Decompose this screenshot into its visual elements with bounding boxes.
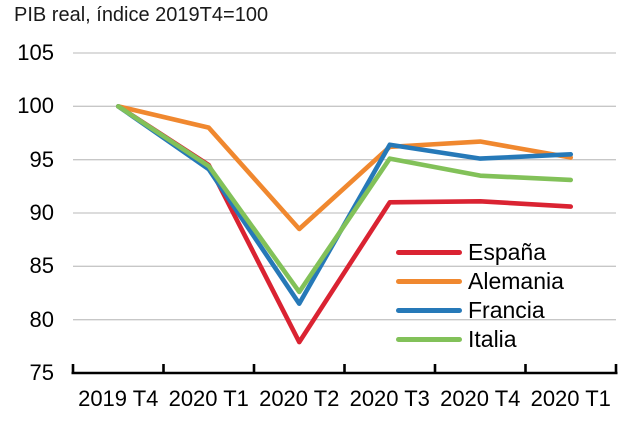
x-axis-label: 2020 T1 bbox=[530, 386, 611, 411]
y-axis-label: 80 bbox=[29, 306, 54, 332]
chart-title: PIB real, índice 2019T4=100 bbox=[14, 4, 269, 26]
legend-label: Italia bbox=[468, 326, 517, 352]
y-axis-label: 85 bbox=[29, 253, 54, 279]
legend-swatch bbox=[396, 308, 462, 313]
legend-label: España bbox=[468, 239, 547, 265]
y-axis-label: 100 bbox=[17, 93, 54, 119]
y-axis-label: 90 bbox=[29, 200, 54, 225]
legend-label: Alemania bbox=[468, 268, 564, 294]
series-line-italia bbox=[115, 104, 574, 295]
legend-item-francia: Francia bbox=[396, 296, 564, 325]
legend-item-españa: España bbox=[396, 238, 564, 267]
y-axis-label: 105 bbox=[17, 40, 54, 65]
y-axis-label: 95 bbox=[29, 146, 54, 172]
x-axis-label: 2020 T3 bbox=[349, 386, 430, 411]
legend-swatch bbox=[396, 279, 462, 284]
x-axis-label: 2020 T1 bbox=[168, 386, 249, 411]
legend: España Alemania Francia Italia bbox=[396, 238, 564, 354]
series-line-alemania bbox=[115, 104, 574, 232]
legend-item-alemania: Alemania bbox=[396, 267, 564, 296]
x-axis-label: 2020 T2 bbox=[259, 386, 340, 411]
legend-label: Francia bbox=[468, 297, 545, 323]
x-axis-label: 2020 T4 bbox=[440, 386, 521, 411]
legend-swatch bbox=[396, 337, 462, 342]
y-axis-label: 75 bbox=[29, 360, 54, 385]
legend-swatch bbox=[396, 250, 462, 255]
legend-item-italia: Italia bbox=[396, 325, 564, 354]
x-axis-label: 2019 T4 bbox=[78, 386, 159, 411]
